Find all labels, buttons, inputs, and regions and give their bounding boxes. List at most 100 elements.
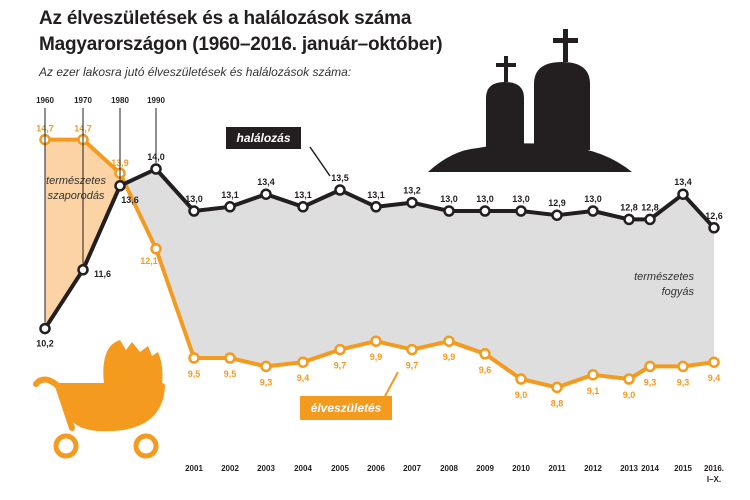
x-tick-label: 2002 — [221, 464, 239, 473]
x-tick-label: 2013 — [620, 464, 638, 473]
chart-subtitle: Az ezer lakosra jutó élveszületések és h… — [39, 65, 352, 79]
x-tick-label: 2012 — [584, 464, 602, 473]
deaths-point — [77, 264, 89, 276]
births-data-label: 9,3 — [644, 377, 657, 387]
births-data-label: 9,7 — [334, 361, 347, 371]
legend-births: élveszületés — [300, 371, 399, 420]
deaths-point — [188, 205, 200, 217]
deaths-point — [406, 196, 418, 209]
deaths-data-label: 12,8 — [641, 202, 659, 212]
births-point — [677, 360, 689, 373]
increase-annotation-line2: szaporodás — [48, 190, 105, 202]
x-tick-label: 1960 — [36, 96, 54, 105]
births-point — [708, 356, 720, 368]
x-tick-label: 2004 — [294, 464, 312, 473]
deaths-data-label: 13,6 — [121, 195, 139, 205]
x-tick-label: 1990 — [147, 96, 165, 105]
births-point — [224, 352, 236, 364]
deaths-point — [39, 322, 51, 335]
births-data-label: 12,1 — [140, 256, 158, 266]
deaths-point — [479, 205, 491, 217]
chart-title: Az élveszületések és a halálozások száma… — [39, 6, 443, 58]
deaths-data-label: 13,1 — [221, 190, 239, 200]
gravestones-icon — [428, 29, 632, 172]
deaths-point — [260, 188, 272, 200]
increase-annotation-line1: természetes — [46, 175, 106, 187]
births-point — [443, 335, 455, 347]
deaths-point — [644, 213, 656, 226]
births-data-label: 9,0 — [623, 390, 636, 400]
births-data-label: 9,3 — [677, 377, 690, 387]
deaths-point — [150, 163, 162, 175]
deaths-point — [443, 205, 455, 217]
natural-increase-area — [45, 139, 124, 329]
births-data-label: 9,0 — [515, 390, 528, 400]
deaths-point — [114, 180, 126, 192]
deaths-data-label: 13,0 — [584, 194, 602, 204]
births-data-label: 9,5 — [188, 369, 201, 379]
births-point — [644, 360, 656, 373]
x-tick-label: 2011 — [548, 464, 566, 473]
deaths-data-label: 13,0 — [512, 194, 530, 204]
births-point — [406, 343, 418, 356]
pram-icon — [33, 340, 165, 459]
deaths-data-label: 12,9 — [548, 198, 566, 208]
births-point — [150, 243, 162, 255]
deaths-point — [224, 201, 236, 213]
legend-births-label: élveszületés — [311, 401, 382, 415]
births-data-label: 9,4 — [708, 373, 721, 383]
title-line-1: Az élveszületések és a halálozások száma — [39, 8, 412, 29]
x-tick-label: 2015 — [674, 464, 692, 473]
x-tick-label-period: I–X. — [707, 475, 721, 484]
decrease-annotation-line2: fogyás — [662, 286, 695, 298]
births-data-label: 8,8 — [551, 398, 564, 408]
deaths-point — [677, 188, 689, 200]
deaths-data-label: 13,2 — [403, 186, 421, 196]
x-tick-label: 2009 — [476, 464, 494, 473]
decrease-annotation-line1: természetes — [634, 271, 694, 283]
deaths-point — [623, 213, 635, 226]
deaths-point — [334, 184, 346, 196]
deaths-data-label: 13,0 — [440, 194, 458, 204]
births-data-label: 9,9 — [443, 352, 456, 362]
deaths-point — [370, 201, 382, 213]
natural-decrease-area — [120, 169, 714, 388]
legend-deaths-label: halálozás — [236, 131, 290, 145]
x-tick-label: 2014 — [641, 464, 659, 473]
births-point — [334, 343, 346, 356]
deaths-data-label: 13,0 — [476, 194, 494, 204]
deaths-point — [708, 222, 720, 234]
births-point — [551, 381, 563, 394]
births-data-label: 9,4 — [297, 373, 310, 383]
births-data-label: 9,9 — [370, 352, 383, 362]
x-tick-label: 2016. — [704, 464, 724, 473]
deaths-data-label: 13,4 — [674, 177, 692, 187]
area-fills — [45, 139, 714, 388]
births-point — [297, 356, 309, 368]
x-tick-label: 2010 — [512, 464, 530, 473]
births-point — [370, 335, 382, 347]
x-axis-ticks: 1960 1970 1980 1990 2001 2002 2003 2004 2005 2006… — [36, 96, 724, 484]
legend-deaths: halálozás — [226, 127, 331, 177]
births-data-label: 9,5 — [224, 369, 237, 379]
deaths-point — [297, 201, 309, 213]
deaths-point — [551, 209, 563, 221]
deaths-data-label: 13,5 — [331, 173, 349, 183]
x-tick-label: 2003 — [257, 464, 275, 473]
births-data-label: 9,7 — [406, 361, 419, 371]
deaths-data-label: 13,4 — [257, 177, 275, 187]
x-tick-label: 2008 — [440, 464, 458, 473]
x-tick-label: 2001 — [185, 464, 203, 473]
x-tick-label: 2007 — [403, 464, 421, 473]
births-point — [587, 369, 599, 381]
deaths-data-label: 13,1 — [294, 190, 312, 200]
deaths-data-label: 13,0 — [185, 194, 203, 204]
deaths-series-line — [43, 167, 716, 330]
deaths-data-label: 12,8 — [620, 202, 638, 212]
births-point — [188, 352, 200, 364]
births-point — [260, 360, 272, 373]
births-point — [515, 373, 527, 385]
deaths-data-label: 12,6 — [705, 211, 723, 221]
births-series-line — [45, 137, 715, 390]
